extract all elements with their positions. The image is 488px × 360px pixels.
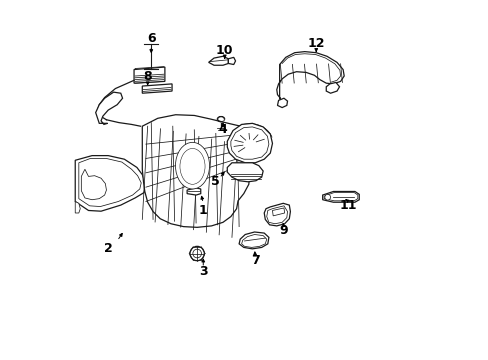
Polygon shape <box>227 123 272 163</box>
Text: 12: 12 <box>307 37 325 50</box>
Circle shape <box>190 246 204 261</box>
Text: 8: 8 <box>143 69 152 82</box>
Polygon shape <box>75 202 80 213</box>
Polygon shape <box>135 67 163 73</box>
Polygon shape <box>239 232 268 249</box>
Polygon shape <box>135 70 163 76</box>
Circle shape <box>192 249 201 258</box>
Polygon shape <box>79 158 141 207</box>
Polygon shape <box>325 82 339 93</box>
Text: 5: 5 <box>211 175 220 188</box>
Polygon shape <box>75 156 145 211</box>
Polygon shape <box>142 115 254 227</box>
Polygon shape <box>227 163 263 182</box>
Polygon shape <box>187 188 201 195</box>
Polygon shape <box>276 51 344 99</box>
Text: 2: 2 <box>103 242 112 255</box>
Ellipse shape <box>180 148 204 184</box>
Text: 9: 9 <box>279 224 287 237</box>
Polygon shape <box>142 84 172 93</box>
Polygon shape <box>264 203 290 226</box>
Polygon shape <box>266 206 287 224</box>
Polygon shape <box>324 193 357 201</box>
Polygon shape <box>208 56 228 65</box>
Text: 11: 11 <box>339 199 357 212</box>
Polygon shape <box>135 77 163 83</box>
Polygon shape <box>241 234 266 247</box>
Text: 4: 4 <box>218 123 227 136</box>
Polygon shape <box>81 169 106 200</box>
Polygon shape <box>135 73 163 80</box>
Polygon shape <box>230 127 268 159</box>
Polygon shape <box>134 67 164 83</box>
Text: 3: 3 <box>199 265 207 278</box>
Text: 10: 10 <box>216 44 233 57</box>
Text: 7: 7 <box>250 254 259 267</box>
Polygon shape <box>272 208 284 216</box>
Polygon shape <box>228 57 235 64</box>
Polygon shape <box>322 192 359 202</box>
Ellipse shape <box>175 142 209 189</box>
Text: 6: 6 <box>147 32 155 45</box>
Circle shape <box>324 194 330 200</box>
Polygon shape <box>277 98 287 108</box>
Text: 1: 1 <box>199 204 207 217</box>
Polygon shape <box>96 92 122 125</box>
